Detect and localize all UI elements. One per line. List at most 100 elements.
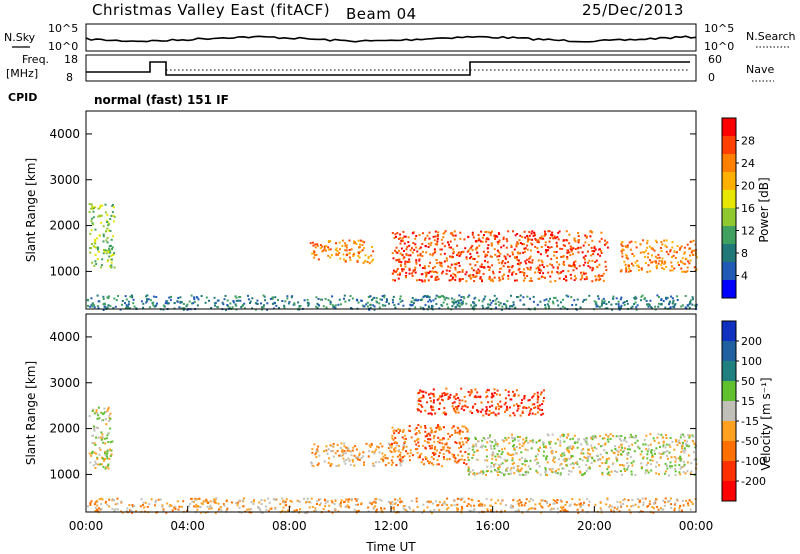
data-cell — [331, 295, 334, 298]
data-cell — [432, 437, 435, 440]
data-cell — [565, 276, 568, 278]
data-cell — [469, 504, 472, 507]
data-cell — [296, 499, 299, 502]
data-cell — [412, 302, 415, 305]
data-cell — [310, 497, 313, 500]
data-cell — [502, 238, 505, 241]
data-cell — [260, 503, 263, 506]
data-cell — [671, 246, 674, 249]
data-cell — [616, 508, 619, 511]
data-cell — [617, 303, 620, 306]
data-cell — [440, 395, 443, 398]
data-cell — [445, 393, 448, 396]
data-cell — [514, 307, 516, 310]
data-cell — [405, 254, 408, 256]
data-cell — [547, 271, 550, 274]
data-cell — [607, 435, 610, 438]
data-cell — [572, 466, 575, 469]
data-cell — [393, 237, 396, 239]
data-cell — [567, 295, 570, 298]
data-cell — [489, 504, 492, 507]
data-cell — [486, 459, 489, 462]
data-cell — [440, 448, 443, 451]
data-cell — [359, 239, 362, 242]
data-cell — [368, 262, 371, 265]
data-cell — [560, 500, 563, 503]
data-cell — [467, 497, 470, 500]
data-cell — [282, 499, 285, 502]
data-cell — [471, 499, 474, 502]
data-cell — [498, 304, 501, 307]
data-cell — [399, 236, 402, 239]
data-cell — [360, 502, 363, 505]
data-cell — [581, 251, 584, 254]
data-cell — [341, 244, 344, 247]
data-cell — [458, 432, 461, 434]
data-cell — [399, 464, 402, 467]
colorbar-tick-label: 100 — [741, 355, 762, 368]
data-cell — [89, 305, 92, 308]
data-cell — [467, 456, 470, 459]
data-cell — [478, 504, 481, 507]
data-cell — [408, 267, 411, 270]
data-cell — [666, 296, 669, 299]
data-cell — [110, 449, 113, 452]
data-cell — [407, 236, 410, 239]
data-cell — [662, 444, 665, 447]
data-cell — [316, 500, 319, 503]
data-cell — [547, 249, 549, 252]
data-cell — [494, 441, 497, 443]
data-cell — [568, 251, 571, 254]
data-cell — [689, 254, 691, 257]
data-cell — [466, 505, 469, 507]
data-cell — [675, 440, 677, 443]
data-cell — [417, 399, 420, 402]
data-cell — [511, 265, 514, 268]
data-cell — [489, 279, 492, 282]
data-cell — [662, 300, 665, 303]
data-cell — [541, 506, 544, 509]
data-cell — [346, 449, 349, 452]
data-cell — [487, 401, 490, 404]
data-cell — [101, 437, 104, 440]
data-cell — [523, 247, 526, 250]
data-cell — [529, 255, 532, 258]
data-cell — [445, 442, 448, 445]
data-cell — [607, 301, 610, 304]
data-cell — [610, 449, 613, 452]
data-cell — [121, 300, 124, 302]
data-cell — [566, 510, 569, 513]
data-cell — [620, 505, 623, 508]
data-cell — [451, 300, 454, 303]
data-cell — [277, 299, 279, 301]
data-cell — [102, 225, 105, 228]
data-cell — [469, 392, 472, 395]
data-cell — [465, 441, 468, 444]
data-cell — [451, 453, 454, 456]
data-cell — [555, 250, 558, 253]
data-cell — [678, 509, 681, 512]
data-cell — [615, 303, 618, 306]
data-cell — [507, 261, 510, 264]
data-cell — [685, 443, 688, 445]
data-cell — [521, 399, 523, 402]
data-cell — [415, 497, 418, 500]
data-cell — [417, 298, 420, 301]
data-cell — [369, 446, 372, 448]
data-cell — [407, 254, 410, 257]
data-cell — [478, 238, 481, 241]
data-cell — [553, 502, 556, 505]
colorbar-segment — [722, 441, 736, 462]
data-cell — [179, 300, 182, 303]
data-cell — [460, 387, 463, 390]
data-cell — [582, 271, 585, 274]
data-cell — [632, 460, 635, 463]
data-cell — [674, 467, 677, 470]
data-cell — [481, 439, 484, 442]
data-cell — [585, 276, 588, 278]
data-cell — [427, 279, 430, 282]
data-cell — [603, 243, 606, 246]
data-cell — [621, 473, 623, 476]
data-cell — [489, 434, 492, 437]
